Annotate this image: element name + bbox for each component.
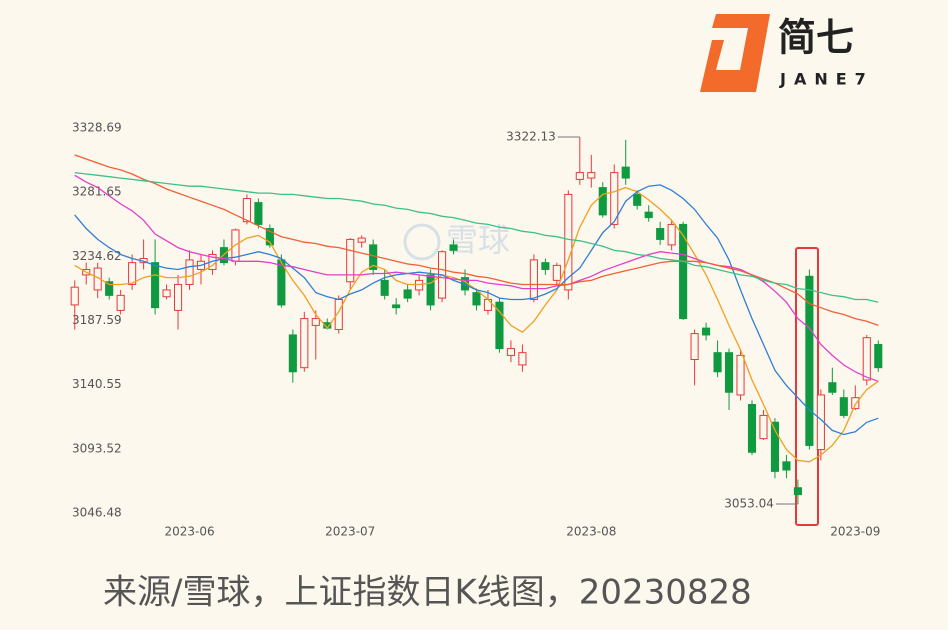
candle-body [288,334,297,373]
candle-body [116,294,125,311]
ma-line [74,154,879,327]
candle-body [633,193,642,206]
candle-body [828,382,837,393]
candle-body [426,274,435,306]
candle-body [495,301,504,350]
candle-body [300,318,309,369]
candle-body [449,244,458,251]
candle-body [656,228,665,240]
candle-body [679,223,688,320]
highlight-box [795,247,819,526]
x-tick-label: 2023-06 [164,525,214,539]
candle-body [242,198,251,223]
candle-body [736,354,745,396]
y-tick-label: 3093.52 [72,441,122,455]
ma-line [74,184,879,436]
candle-body [128,262,137,285]
plot: 3046.483093.523140.553187.593234.623281.… [70,121,883,539]
ma-line [74,171,879,303]
candle-body [380,279,389,296]
candle-body [518,352,527,366]
logo-name: 简七 [778,16,854,60]
candle-body [403,289,412,299]
candle-body [311,318,320,326]
logo-latin: JANE7 [779,70,874,89]
candle-body [564,193,573,291]
candle-body [667,223,676,246]
x-tick-label: 2023-08 [566,525,616,539]
candle-body [851,397,860,410]
candle-body [185,259,194,285]
y-tick-label: 3187.59 [72,313,122,327]
candle-body [610,172,619,225]
candle-body [277,259,286,306]
candle-body [552,264,561,281]
candle-body [793,487,802,496]
candle-body [702,327,711,336]
candle-body [357,237,366,243]
watermark: 雪球 [403,221,510,261]
candle-body [346,238,355,283]
watermark-icon [403,223,441,261]
candle-body [862,337,871,381]
candle-body [162,289,171,298]
y-tick-label: 3328.69 [72,121,122,135]
candle-body [621,166,630,179]
annotation-label: 3322.13 [506,129,556,143]
candle-body [759,414,768,440]
caption: 来源/雪球，上证指数日K线图，20230828 [103,573,752,613]
candle-body [839,397,848,416]
y-tick-label: 3140.55 [72,377,122,391]
logo-mark [700,14,770,92]
candle-body [644,211,653,219]
candle-body [587,172,596,179]
candle-body [265,228,274,246]
candle-body [529,259,538,300]
y-tick-label: 3234.62 [72,249,122,263]
candle-body [472,292,481,306]
candle-body [575,172,584,180]
x-tick-label: 2023-07 [325,525,375,539]
candle-body [254,202,263,225]
candle-body [805,275,814,446]
candle-body [70,286,79,306]
candle-body [541,262,550,270]
candle-body [713,352,722,373]
candle-body [690,333,699,360]
candle-body [874,343,883,369]
x-tick-label: 2023-09 [830,525,880,539]
candle-body [747,404,757,453]
candle-body [392,304,401,309]
candle-body [105,281,114,296]
candle-body [598,187,607,216]
candle-body [151,262,160,309]
candle-body [770,421,780,472]
candle-body [483,298,493,311]
annotation-label: 3053.04 [724,497,774,511]
candle-body [724,352,734,393]
candle-body [506,348,515,356]
candle-body [173,283,183,311]
y-tick-label: 3046.48 [72,506,122,520]
candle-body [782,461,791,471]
ma-line [74,174,879,382]
